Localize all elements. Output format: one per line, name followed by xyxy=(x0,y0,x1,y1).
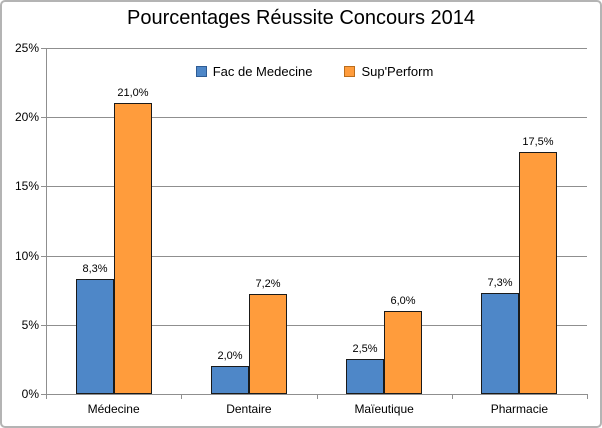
y-tick-label: 20% xyxy=(14,110,39,125)
bar-value-label: 17,5% xyxy=(522,136,554,148)
bar-value-label: 2,0% xyxy=(217,350,243,362)
y-tick-mark xyxy=(41,324,46,326)
y-tick-mark xyxy=(41,117,46,119)
y-axis-line xyxy=(46,48,47,395)
bar-value-label: 8,3% xyxy=(82,263,108,275)
bar-blue xyxy=(346,359,384,394)
category-label: Pharmacie xyxy=(490,402,549,416)
x-tick-mark xyxy=(181,394,183,399)
category-label: Médecine xyxy=(87,402,140,416)
y-tick-label: 15% xyxy=(14,179,39,194)
y-tick-mark xyxy=(41,255,46,257)
bar-blue xyxy=(76,279,114,394)
bar-blue xyxy=(211,366,249,394)
y-tick-label: 5% xyxy=(21,317,39,332)
x-tick-mark xyxy=(451,394,453,399)
legend-label-sup-perform: Sup'Perform xyxy=(361,63,434,79)
bar-orange xyxy=(519,152,557,394)
y-tick-label: 0% xyxy=(21,387,39,401)
category-label: Dentaire xyxy=(226,402,272,416)
legend-item-sup-perform: Sup'Perform xyxy=(344,64,433,79)
gridline xyxy=(46,324,587,326)
legend-swatch-orange-icon xyxy=(344,65,356,77)
y-tick-mark xyxy=(41,48,46,49)
legend-label-fac-de-medecine: Fac de Medecine xyxy=(212,63,313,79)
bar-orange xyxy=(384,311,422,394)
y-tick-mark xyxy=(41,394,46,395)
x-tick-mark xyxy=(587,394,588,399)
bar-blue xyxy=(481,293,519,394)
y-tick-label: 25% xyxy=(14,41,39,55)
legend-item-fac-de-medecine: Fac de Medecine xyxy=(195,63,313,79)
legend: Fac de Medecine Sup'Perform xyxy=(46,62,583,80)
bar-value-label: 21,0% xyxy=(117,87,149,99)
bar-orange xyxy=(114,103,152,394)
x-tick-mark xyxy=(316,394,318,399)
gridline xyxy=(46,255,587,257)
x-tick-mark xyxy=(46,394,47,399)
bar-value-label: 7,3% xyxy=(487,277,513,289)
bar-value-label: 7,2% xyxy=(255,278,281,290)
gridline xyxy=(46,48,587,49)
y-tick-mark xyxy=(41,186,46,188)
gridline xyxy=(46,186,587,188)
y-tick-label: 10% xyxy=(14,248,39,263)
bar-orange xyxy=(249,294,287,394)
gridline xyxy=(46,117,587,119)
legend-swatch-blue-icon xyxy=(195,65,207,77)
category-label: Maïeutique xyxy=(354,402,414,416)
chart-title: Pourcentages Réussite Concours 2014 xyxy=(127,7,475,29)
bar-value-label: 6,0% xyxy=(390,295,416,307)
bar-value-label: 2,5% xyxy=(352,343,378,355)
